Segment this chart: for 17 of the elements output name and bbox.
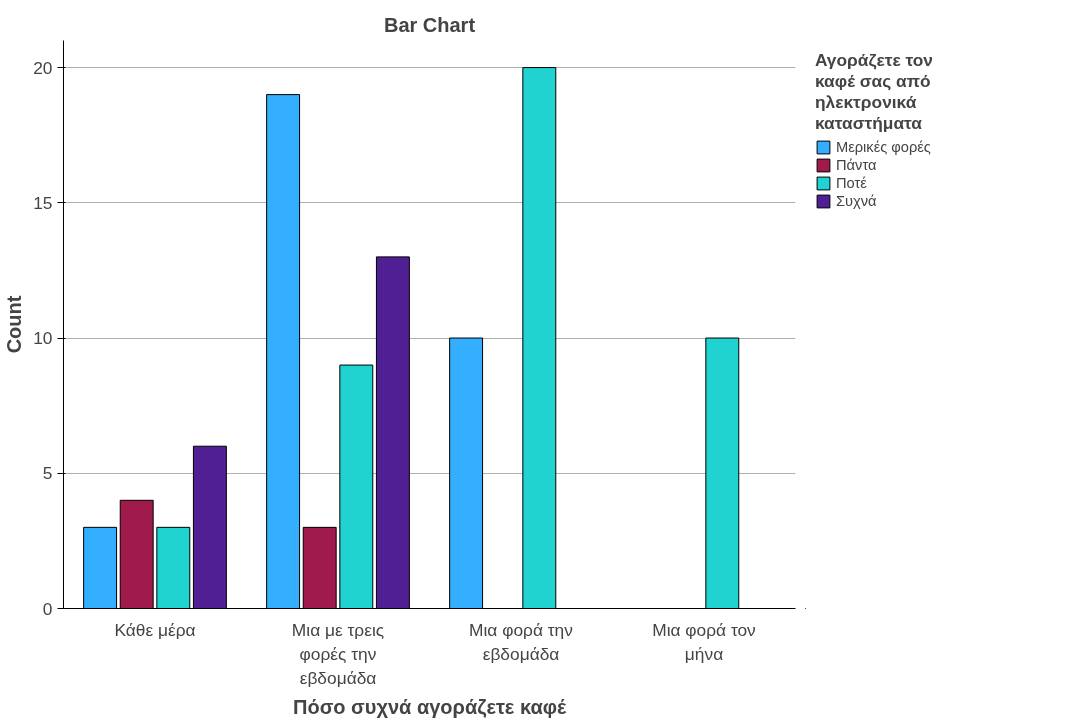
legend-title: Αγοράζετε τον καφέ σας από ηλεκτρονικά καταστήματα bbox=[815, 50, 933, 134]
x-axis-title: Πόσο συχνά αγοράζετε καφέ bbox=[292, 695, 567, 718]
x-tick-label: Μια φορά την εβδομάδα bbox=[469, 619, 573, 664]
x-tick-label: Μια με τρεις φορές την εβδομάδα bbox=[291, 619, 385, 688]
y-tick-label: 15 bbox=[33, 192, 53, 213]
y-tick-label: 5 bbox=[42, 463, 53, 484]
legend-label: Πάντα bbox=[836, 157, 877, 173]
chart-title: Bar Chart bbox=[383, 13, 476, 36]
x-tick-label: Κάθε μέρα bbox=[114, 619, 196, 640]
legend-label: Ποτέ bbox=[836, 175, 867, 191]
y-tick-label: 20 bbox=[33, 57, 53, 78]
y-tick-label: 10 bbox=[33, 328, 53, 349]
y-tick-label: 0 bbox=[42, 598, 53, 619]
legend-label: Συχνά bbox=[836, 193, 877, 209]
y-axis-title: Count bbox=[3, 295, 26, 354]
legend-label: Μερικές φορές bbox=[836, 139, 931, 155]
x-tick-label: Μια φορά τον μήνα bbox=[652, 619, 756, 664]
